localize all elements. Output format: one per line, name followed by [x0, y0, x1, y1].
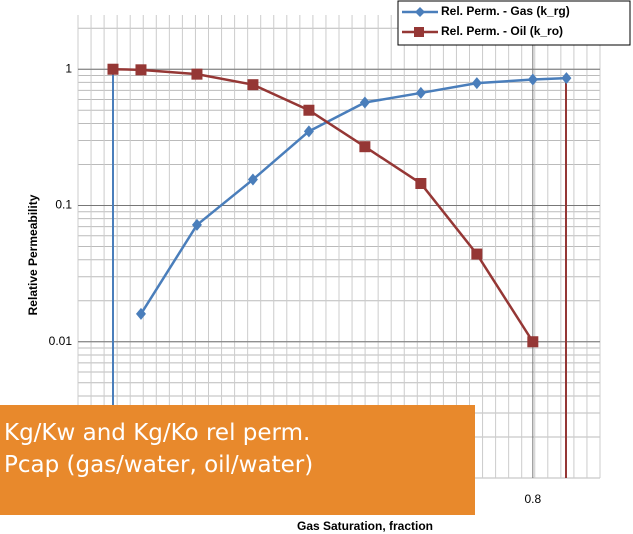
- marker: [527, 73, 538, 86]
- marker: [561, 72, 572, 85]
- overlay-box: Kg/Kw and Kg/Ko rel perm. Pcap (gas/wate…: [0, 405, 475, 515]
- marker: [247, 79, 259, 91]
- marker: [359, 141, 371, 153]
- marker: [135, 307, 146, 320]
- marker: [247, 173, 258, 186]
- marker: [191, 68, 203, 80]
- legend-label: Rel. Perm. - Gas (k_rg): [441, 4, 570, 18]
- marker: [107, 63, 119, 75]
- marker: [471, 248, 483, 260]
- overlay-line: Kg/Kw and Kg/Ko rel perm.: [4, 420, 311, 446]
- marker: [191, 218, 202, 231]
- legend-marker: [415, 7, 425, 17]
- marker: [359, 96, 370, 109]
- marker: [471, 77, 482, 90]
- legend-label: Rel. Perm. - Oil (k_ro): [441, 24, 563, 38]
- x-tick-label: 0.8: [524, 492, 541, 506]
- legend-box: [397, 0, 631, 46]
- overlay-line: Pcap (gas/water, oil/water): [4, 452, 314, 478]
- y-tick-label: 1: [65, 61, 72, 75]
- legend-marker: [414, 27, 424, 37]
- marker: [303, 125, 314, 138]
- y-tick-label: 0.01: [49, 334, 73, 348]
- series-line: [139, 76, 567, 315]
- marker: [415, 86, 426, 99]
- marker: [527, 336, 539, 348]
- x-axis-label: Gas Saturation, fraction: [297, 519, 433, 533]
- marker: [135, 64, 147, 76]
- y-tick-label: 0.1: [55, 198, 72, 212]
- marker: [415, 177, 427, 189]
- marker: [303, 104, 315, 116]
- y-axis-label: Relative Permeability: [26, 194, 40, 315]
